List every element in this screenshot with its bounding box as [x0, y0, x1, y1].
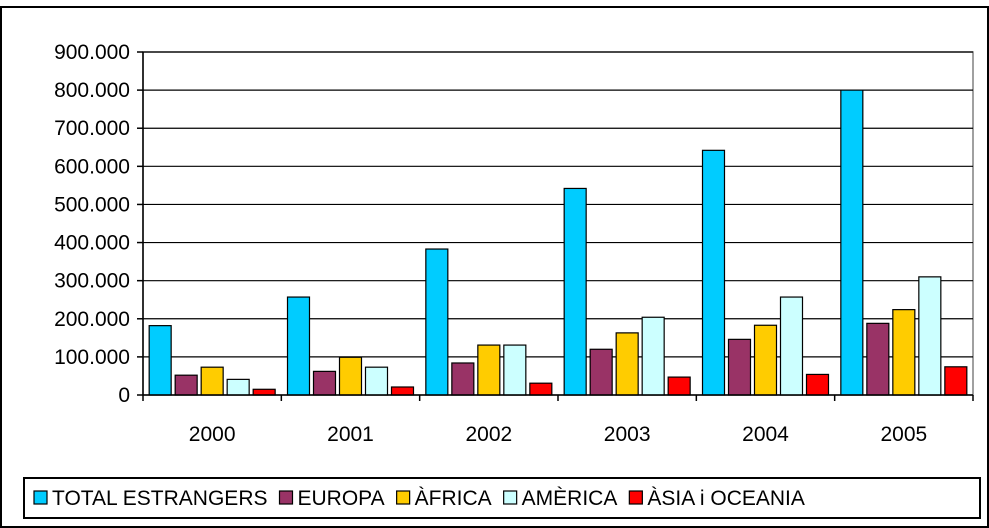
bar — [918, 276, 942, 396]
bar — [338, 356, 363, 396]
y-tick-label: 300.000 — [54, 270, 130, 293]
bar — [503, 344, 527, 396]
legend-swatch — [396, 490, 411, 505]
bar — [589, 348, 613, 396]
bar — [174, 374, 198, 396]
bar — [477, 344, 501, 396]
y-tick-label: 700.000 — [54, 117, 130, 140]
bar — [529, 382, 553, 396]
bar — [364, 366, 389, 396]
bar — [425, 248, 449, 396]
bar — [312, 370, 337, 396]
bar — [727, 338, 752, 396]
gridlines — [143, 51, 973, 358]
x-tick-label: 2004 — [742, 423, 789, 446]
bar — [226, 378, 250, 396]
bar — [615, 332, 639, 396]
y-tick-label: 600.000 — [54, 155, 130, 178]
bar — [892, 309, 916, 396]
legend-swatch — [503, 490, 518, 505]
bar — [753, 324, 778, 396]
bar — [451, 362, 475, 396]
bar — [148, 325, 172, 396]
x-tick-label: 2000 — [189, 423, 236, 446]
legend-label: ÀFRICA — [415, 487, 492, 510]
y-tick-label: 400.000 — [54, 232, 130, 255]
bar — [805, 373, 830, 396]
bar — [944, 366, 968, 396]
bar — [563, 187, 587, 396]
legend-swatch — [628, 490, 643, 505]
legend-box — [23, 477, 981, 519]
bar — [252, 388, 276, 396]
bar — [667, 376, 691, 396]
bar — [200, 366, 224, 396]
legend-swatch — [33, 490, 48, 505]
x-tick-label: 2001 — [327, 423, 374, 446]
legend-label: TOTAL ESTRANGERS — [52, 487, 268, 510]
bar — [701, 149, 726, 396]
y-tick-label: 100.000 — [54, 346, 130, 369]
y-tick-label: 500.000 — [54, 193, 130, 216]
bars — [148, 89, 968, 396]
y-tick-label: 200.000 — [54, 308, 130, 331]
legend-label: AMÈRICA — [522, 487, 618, 510]
bar — [390, 386, 415, 396]
legend-label: EUROPA — [298, 487, 385, 510]
y-tick-label: 900.000 — [54, 41, 130, 64]
y-tick-label: 0 — [118, 384, 130, 407]
legend-label: ÀSIA i OCEANIA — [647, 487, 805, 510]
legend-swatch — [278, 490, 294, 505]
x-tick-label: 2002 — [465, 423, 512, 446]
bar — [286, 296, 311, 396]
plot-area — [142, 51, 974, 396]
x-tick-label: 2005 — [880, 423, 927, 446]
y-tick-label: 800.000 — [54, 79, 130, 102]
bar — [779, 296, 804, 396]
axes: 0 100.000 200.000 300.000 400.000 500.000 600.… — [54, 41, 974, 446]
bar — [866, 322, 890, 396]
legend: TOTAL ESTRANGERS EUROPA ÀFRICA AMÈRICA ÀSIA … — [23, 477, 981, 519]
bar — [641, 316, 665, 396]
bar — [840, 89, 864, 396]
x-tick-label: 2003 — [604, 423, 651, 446]
